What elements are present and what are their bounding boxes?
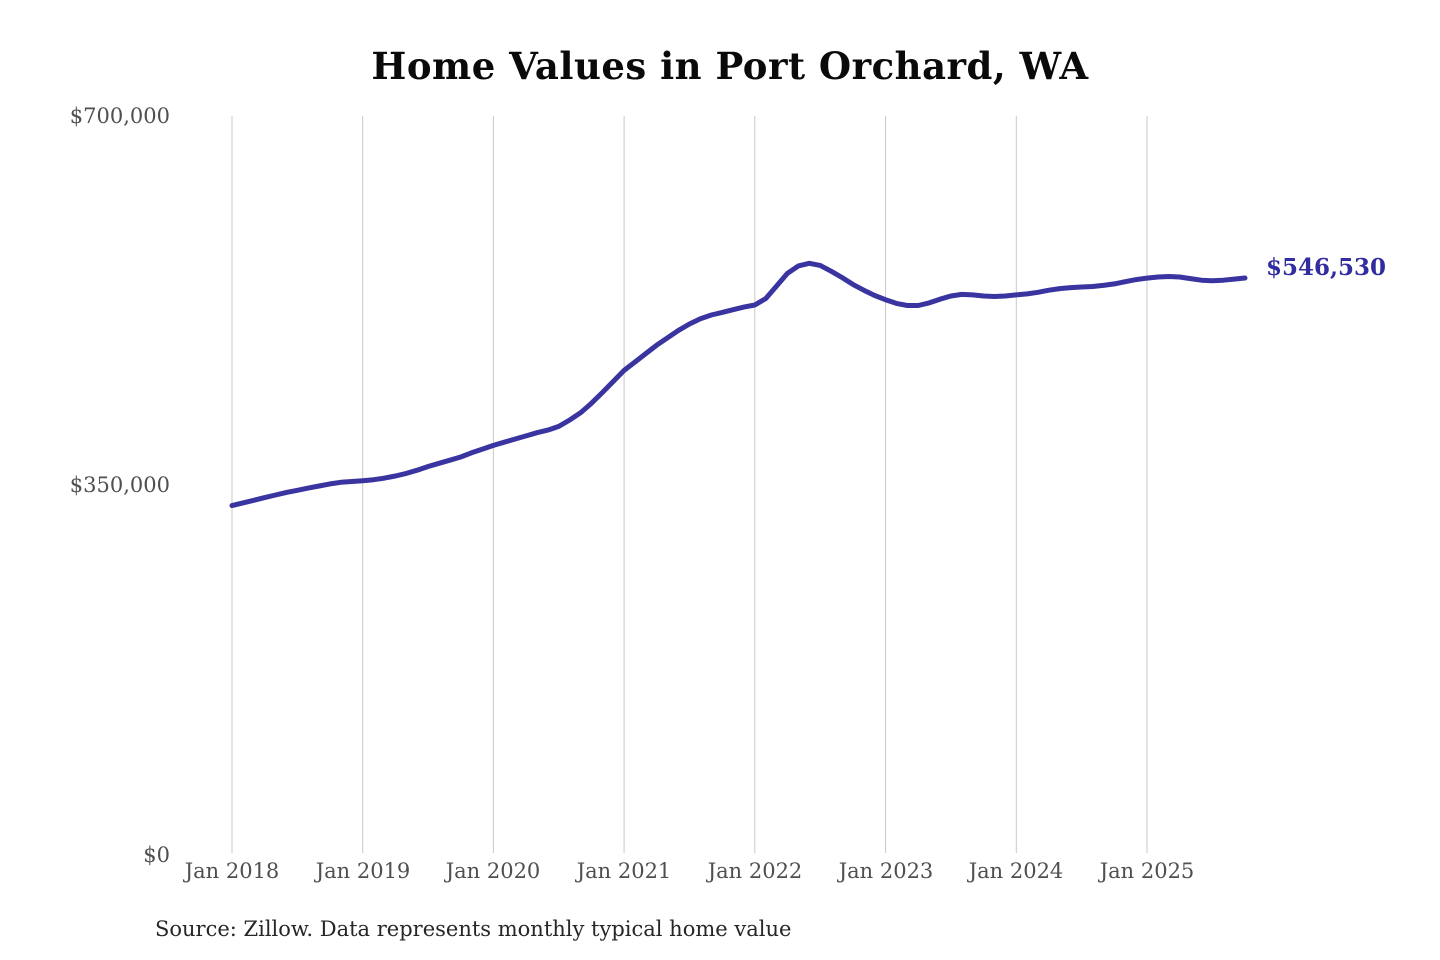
y-axis-label-0: $0 (143, 843, 170, 867)
x-axis-label-2020: Jan 2020 (445, 859, 541, 883)
gridlines (231, 116, 1148, 853)
x-axis-label-2023: Jan 2023 (838, 859, 934, 883)
source-note: Source: Zillow. Data represents monthly … (155, 917, 792, 941)
chart-title: Home Values in Port Orchard, WA (371, 44, 1089, 88)
y-axis-label-700k: $700,000 (69, 104, 170, 128)
home-value-line (229, 260, 1248, 509)
x-axis-label-2025: Jan 2025 (1099, 859, 1195, 883)
x-axis-label-2024: Jan 2024 (968, 859, 1064, 883)
x-axis-label-2022: Jan 2022 (707, 859, 803, 883)
y-axis-label-350k: $350,000 (69, 473, 170, 497)
x-axis-label-2021: Jan 2021 (576, 859, 672, 883)
current-value-label: $546,530 (1266, 254, 1387, 281)
x-axis-label-2018: Jan 2018 (184, 859, 280, 883)
x-axis-label-2019: Jan 2019 (315, 859, 411, 883)
